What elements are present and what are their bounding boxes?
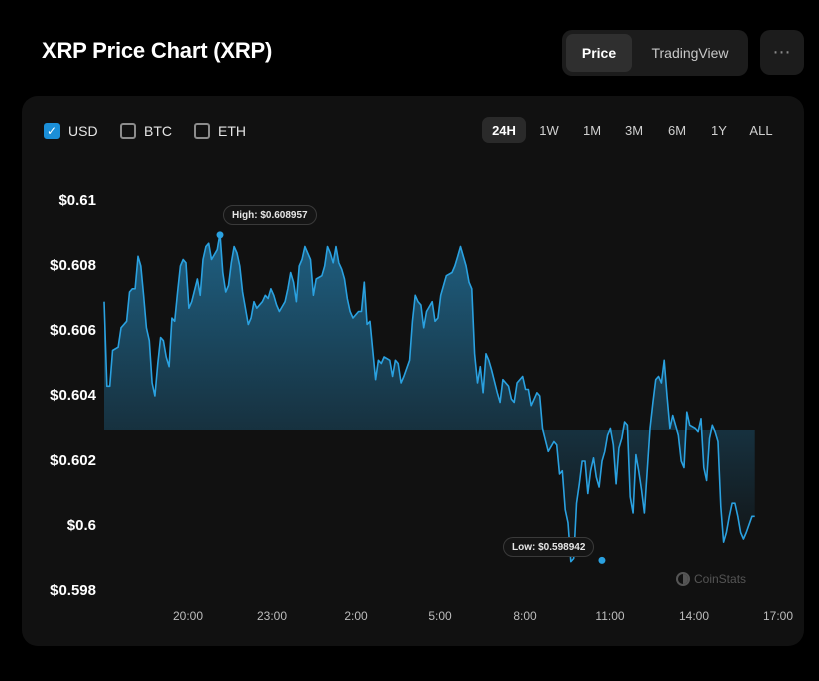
x-tick-label: 5:00 (428, 609, 452, 623)
more-icon: ⋯ (772, 42, 792, 62)
price-area-fill (104, 233, 755, 562)
coinstats-watermark: CoinStats (676, 572, 746, 586)
range-1w-button[interactable]: 1W (539, 122, 559, 138)
y-tick-label: $0.604 (50, 387, 96, 404)
low-callout: Low: $0.598942 (503, 537, 595, 557)
price-line (103, 232, 755, 563)
currency-label: ETH (218, 123, 246, 139)
y-tick-label: $0.608 (50, 257, 96, 274)
more-options-button[interactable]: ⋯ (760, 30, 804, 75)
y-tick-label: $0.606 (50, 322, 96, 339)
y-tick-label: $0.598 (50, 582, 96, 599)
high-marker (216, 231, 224, 239)
currency-eth-checkbox[interactable]: ETH (194, 122, 246, 140)
range-6m-button[interactable]: 6M (667, 122, 687, 138)
checkbox-unchecked-icon (194, 123, 210, 139)
checkbox-checked-icon: ✓ (44, 123, 60, 139)
x-tick-label: 8:00 (513, 609, 537, 623)
x-tick-label: 11:00 (595, 609, 625, 623)
currency-btc-checkbox[interactable]: BTC (120, 122, 172, 140)
range-3m-button[interactable]: 3M (624, 122, 644, 138)
x-tick-label: 20:00 (172, 609, 204, 623)
watermark-label: CoinStats (694, 572, 747, 586)
y-tick-label: $0.6 (66, 517, 96, 534)
tab-price[interactable]: Price (566, 34, 632, 72)
tab-tradingview[interactable]: TradingView (651, 45, 729, 61)
low-marker (598, 556, 606, 564)
coinstats-logo-icon (676, 572, 690, 586)
currency-usd-checkbox[interactable]: ✓ USD (44, 122, 98, 140)
range-1m-button[interactable]: 1M (582, 122, 602, 138)
range-24h-button[interactable]: 24H (482, 117, 526, 143)
range-1y-button[interactable]: 1Y (711, 122, 727, 138)
high-callout: High: $0.608957 (223, 205, 317, 225)
view-tabs: Price TradingView (562, 30, 748, 76)
x-tick-label: 17:00 (762, 609, 794, 623)
x-tick-label: 2:00 (344, 609, 368, 623)
checkbox-unchecked-icon (120, 123, 136, 139)
currency-label: USD (68, 123, 98, 139)
range-all-button[interactable]: ALL (749, 122, 773, 138)
x-tick-label: 23:00 (256, 609, 288, 623)
currency-label: BTC (144, 123, 172, 139)
x-tick-label: 14:00 (678, 609, 710, 623)
page-title: XRP Price Chart (XRP) (42, 38, 273, 63)
y-tick-label: $0.61 (58, 192, 96, 209)
y-tick-label: $0.602 (50, 452, 96, 469)
